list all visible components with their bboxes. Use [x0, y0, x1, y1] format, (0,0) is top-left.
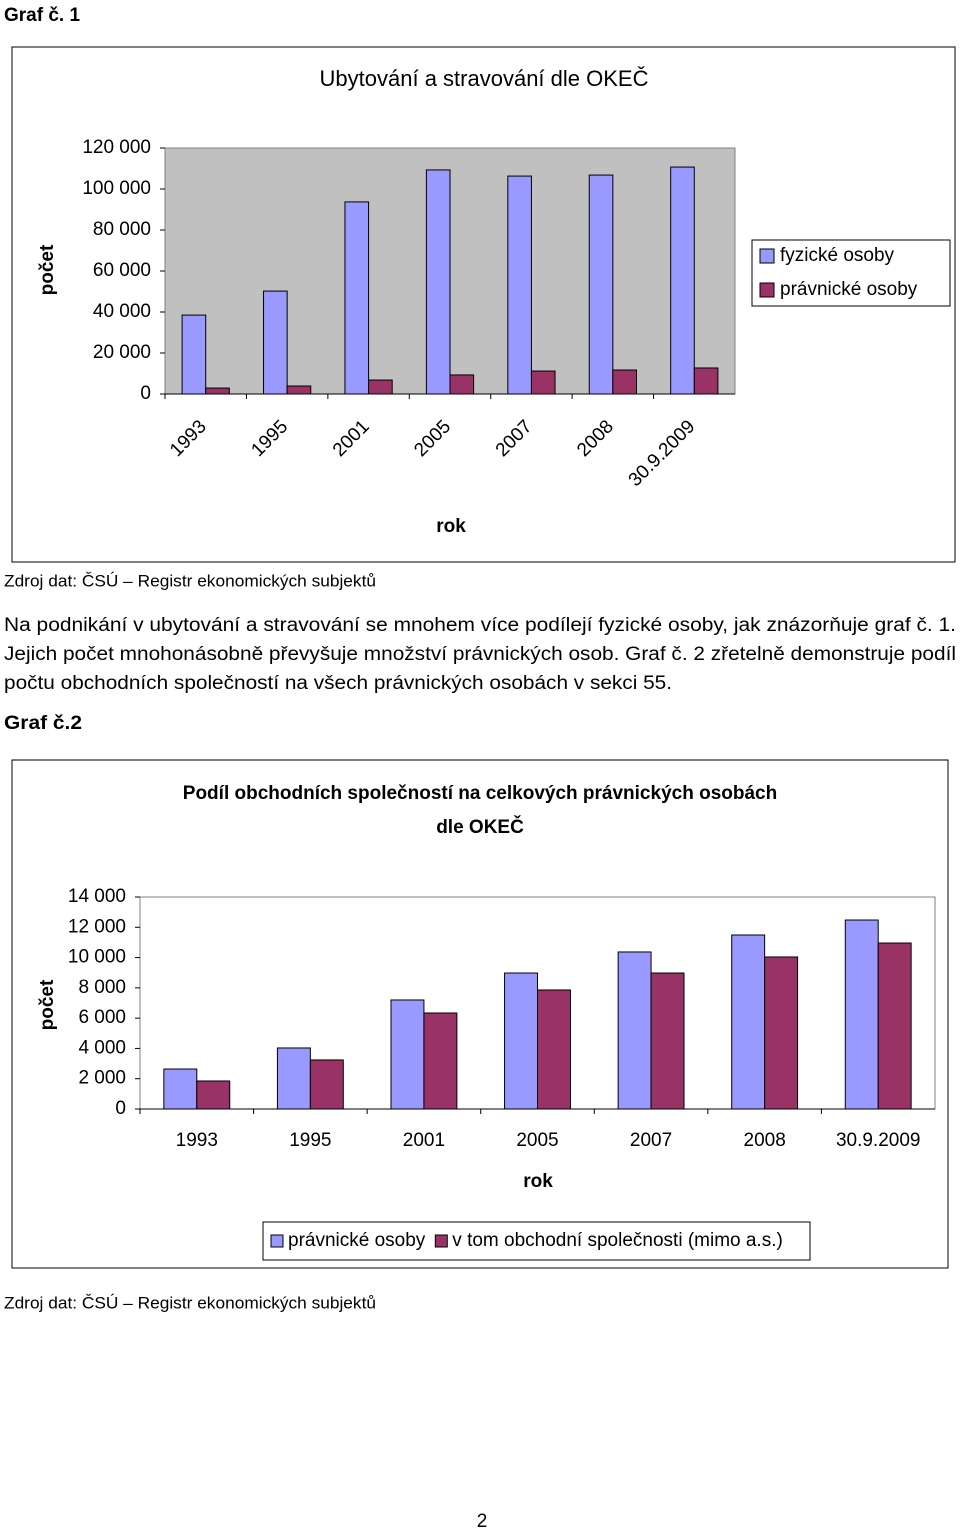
legend	[262, 1221, 811, 1261]
bar	[163, 1068, 198, 1110]
y-tick-label: 14 000	[68, 886, 126, 907]
legend-swatch	[759, 282, 775, 298]
bar	[263, 290, 288, 395]
y-tick-label: 10 000	[68, 947, 126, 968]
bar	[764, 956, 799, 1110]
y-tick-label: 60 000	[93, 260, 151, 281]
header: Graf č.2	[4, 713, 82, 734]
legend-label: právnické osoby	[288, 1230, 426, 1251]
bar	[425, 169, 451, 395]
bar	[731, 934, 766, 1110]
bar	[181, 314, 207, 395]
bar	[507, 175, 532, 395]
bar	[423, 1012, 458, 1110]
bar	[276, 1047, 311, 1110]
bar	[844, 919, 879, 1110]
y-tick-label: 0	[115, 1098, 126, 1119]
chart-title: Podíl obchodních společností na celkovýc…	[183, 783, 777, 804]
bar	[650, 972, 685, 1110]
paragraph-line: Na podnikání v ubytování a stravování se…	[4, 615, 956, 636]
header: Graf č. 1	[4, 5, 80, 26]
x-tick-label: 2001	[403, 1130, 445, 1151]
bar	[537, 989, 571, 1110]
bar	[449, 374, 475, 395]
y-tick-label: 2 000	[78, 1068, 126, 1089]
source: Zdroj dat: ČSÚ – Registr ekonomických su…	[4, 1293, 376, 1312]
bar	[344, 201, 370, 395]
x-axis-label: rok	[523, 1171, 553, 1192]
bar	[612, 369, 637, 395]
bar	[368, 379, 393, 395]
bar	[390, 999, 425, 1110]
bar	[588, 174, 614, 395]
chart-title: Ubytování a stravování dle OKEČ	[320, 66, 649, 91]
y-axis-label: počet	[37, 979, 58, 1030]
y-axis-label: počet	[37, 244, 58, 295]
paragraph-line: Jejich počet mnohonásobně převyšuje množ…	[4, 644, 956, 665]
x-tick-label: 30.9.2009	[836, 1130, 921, 1151]
y-tick-label: 8 000	[78, 977, 126, 998]
bar	[877, 942, 912, 1110]
y-tick-label: 40 000	[93, 301, 151, 322]
y-tick-label: 20 000	[93, 342, 151, 363]
y-tick-label: 100 000	[82, 178, 151, 199]
bar	[196, 1080, 231, 1110]
page-number: 2	[477, 1511, 488, 1531]
legend	[751, 239, 951, 307]
bar	[286, 385, 312, 395]
y-tick-label: 80 000	[93, 219, 151, 240]
bar	[309, 1059, 344, 1110]
bar	[504, 972, 539, 1110]
y-tick-label: 4 000	[78, 1037, 126, 1058]
x-tick-label: 1995	[289, 1130, 331, 1151]
x-tick-label: 2005	[516, 1130, 558, 1151]
chart-title: dle OKEČ	[436, 816, 524, 838]
y-tick-label: 6 000	[78, 1007, 126, 1028]
y-tick-label: 12 000	[68, 916, 126, 937]
legend-swatch	[270, 1234, 284, 1248]
bar	[670, 166, 695, 395]
x-tick-label: 1993	[176, 1130, 218, 1151]
legend-label: právnické osoby	[780, 279, 918, 300]
bar	[205, 387, 230, 395]
x-tick-label: 2007	[630, 1130, 672, 1151]
bar	[617, 951, 652, 1110]
x-tick-label: 2008	[744, 1130, 786, 1151]
y-tick-label: 120 000	[82, 137, 151, 158]
y-tick-label: 0	[140, 383, 151, 404]
x-axis-label: rok	[436, 516, 466, 537]
source: Zdroj dat: ČSÚ – Registr ekonomických su…	[4, 571, 376, 590]
bar	[693, 367, 719, 395]
bar	[530, 370, 556, 395]
legend-swatch	[434, 1234, 448, 1248]
legend-label: fyzické osoby	[780, 245, 895, 266]
legend-swatch	[759, 248, 775, 264]
paragraph-line: počtu obchodních společností na všech pr…	[4, 673, 672, 694]
legend-label: v tom obchodní společnosti (mimo a.s.)	[452, 1230, 783, 1251]
